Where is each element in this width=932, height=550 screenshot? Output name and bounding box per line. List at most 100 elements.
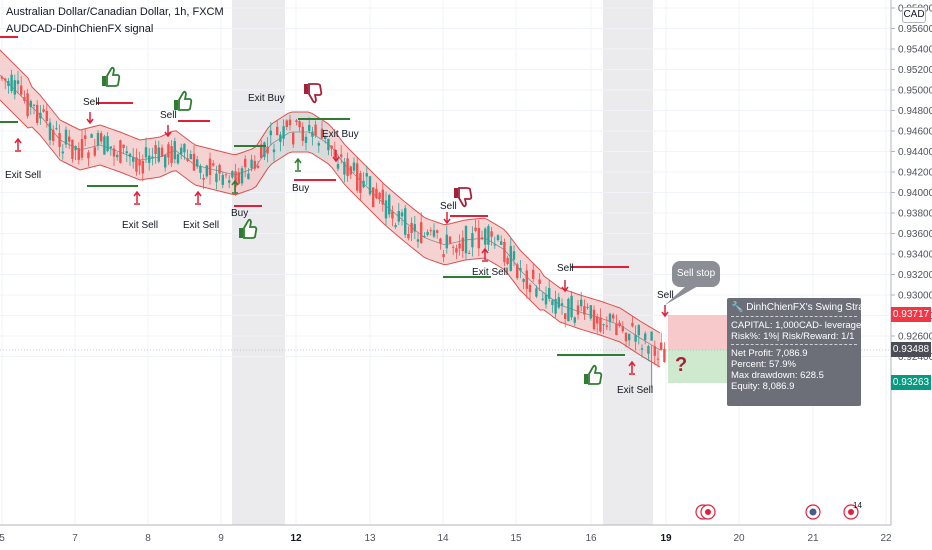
candle-body bbox=[368, 176, 372, 195]
candle-body bbox=[106, 136, 109, 152]
candle-body bbox=[439, 238, 442, 244]
event-badge-count: 14 bbox=[853, 501, 862, 510]
candle-body bbox=[154, 145, 157, 154]
candle-body bbox=[557, 297, 560, 308]
candle-body bbox=[61, 151, 64, 154]
candle-body bbox=[244, 158, 247, 168]
callout-pointer bbox=[665, 286, 698, 305]
candle-body bbox=[16, 80, 20, 84]
candle-body bbox=[77, 148, 80, 160]
candle-body bbox=[116, 154, 119, 158]
candle-body bbox=[151, 156, 154, 159]
thumbs-up-icon bbox=[584, 364, 603, 385]
price-tick-label: 0.95600 bbox=[898, 24, 932, 35]
candle-body bbox=[256, 165, 260, 168]
candle-body bbox=[317, 143, 320, 146]
candle-body bbox=[596, 316, 599, 324]
time-axis[interactable]: 5 7 8 9 12 13 14 15 16 19 20 21 22 bbox=[0, 533, 892, 544]
candle-body bbox=[205, 165, 208, 177]
candle-body bbox=[599, 317, 602, 332]
time-tick-label: 20 bbox=[733, 533, 745, 544]
candle-body bbox=[404, 208, 407, 235]
candle-body bbox=[13, 80, 16, 95]
candle-body bbox=[548, 288, 551, 299]
candle-body bbox=[461, 237, 464, 252]
candle-body bbox=[42, 109, 45, 112]
strategy-info-box: 🔧 DinhChienFX's Swing Strategy CAPITAL: … bbox=[727, 298, 890, 406]
candle-body bbox=[173, 141, 176, 160]
indicator-title[interactable]: AUDCAD-DinhChienFX signal bbox=[6, 23, 154, 35]
price-tick-label: 0.93600 bbox=[898, 229, 932, 240]
candle-body bbox=[186, 158, 189, 161]
candle-body bbox=[442, 254, 445, 258]
price-tick-label: 0.95400 bbox=[898, 45, 932, 56]
candle-body bbox=[55, 128, 58, 130]
strategy-title: DinhChienFX's Swing Strategy bbox=[746, 302, 883, 313]
price-tag-upper: 0.93717 bbox=[891, 307, 931, 322]
candle-body bbox=[237, 172, 240, 184]
candle-body bbox=[215, 173, 218, 183]
candle-body bbox=[663, 348, 666, 362]
candle-body bbox=[458, 243, 461, 249]
equity-line: Equity: 8,086.9 bbox=[731, 381, 795, 392]
signal-arrows bbox=[14, 112, 669, 375]
exit-arrow-icon bbox=[133, 190, 141, 205]
session-shade-1 bbox=[232, 0, 285, 525]
candle-body bbox=[608, 313, 612, 323]
candle-body bbox=[148, 155, 151, 163]
candle-body bbox=[452, 246, 455, 248]
candle-body bbox=[423, 235, 426, 237]
time-tick-label: 8 bbox=[145, 533, 151, 544]
candle-body bbox=[653, 346, 656, 356]
candle-body bbox=[336, 164, 340, 169]
candle-body bbox=[45, 110, 48, 122]
candle-body bbox=[218, 164, 221, 174]
candle-body bbox=[480, 237, 484, 240]
candle-body bbox=[20, 85, 23, 95]
candle-body bbox=[288, 119, 292, 126]
candle-body bbox=[260, 144, 263, 159]
candle-body bbox=[621, 326, 624, 332]
candle-body bbox=[362, 180, 365, 188]
candle-body bbox=[71, 139, 74, 159]
candle-body bbox=[586, 306, 589, 308]
candle-body bbox=[506, 257, 509, 264]
price-tick-label: 0.94200 bbox=[898, 168, 932, 179]
price-tick-label: 0.92600 bbox=[898, 332, 932, 343]
currency-badge[interactable]: CAD bbox=[902, 7, 926, 23]
exit-arrow-icon bbox=[194, 190, 202, 205]
candle-body bbox=[628, 333, 631, 341]
event-markers[interactable]: 14 bbox=[695, 501, 862, 520]
exit-sell-label: Exit Sell bbox=[472, 267, 508, 278]
symbol-title[interactable]: Australian Dollar/Canadian Dollar, 1h, F… bbox=[6, 6, 224, 18]
time-tick-label: 12 bbox=[290, 533, 302, 544]
thumbs-down-icon bbox=[304, 83, 323, 104]
candle-body bbox=[500, 241, 503, 245]
sell-arrow-icon bbox=[164, 125, 172, 138]
candle-body bbox=[292, 132, 295, 145]
signal-levels bbox=[0, 36, 629, 356]
candle-body bbox=[378, 192, 381, 199]
price-tag-current: 0.93488 bbox=[891, 342, 931, 357]
candle-body bbox=[212, 163, 215, 166]
candle-body bbox=[327, 138, 330, 151]
candle-body bbox=[52, 129, 55, 141]
price-tick-label: 0.95000 bbox=[898, 86, 932, 97]
candle-body bbox=[170, 146, 173, 164]
candle-body bbox=[228, 180, 231, 183]
candle-body bbox=[132, 157, 135, 162]
price-tick-label: 0.93200 bbox=[898, 270, 932, 281]
exit-arrow-icon bbox=[628, 360, 636, 375]
candle-body bbox=[400, 212, 404, 217]
candle-body bbox=[528, 284, 532, 293]
candle-body bbox=[349, 166, 352, 175]
risk-line: Risk%: 1%| Risk/Reward: 1/1 bbox=[731, 331, 855, 342]
candle-body bbox=[74, 146, 77, 151]
candle-body bbox=[356, 163, 359, 191]
candle-body bbox=[221, 175, 224, 185]
buy-label: Buy bbox=[292, 183, 309, 194]
candle-body bbox=[125, 151, 128, 154]
time-tick-label: 21 bbox=[807, 533, 819, 544]
candle-body bbox=[410, 222, 413, 233]
